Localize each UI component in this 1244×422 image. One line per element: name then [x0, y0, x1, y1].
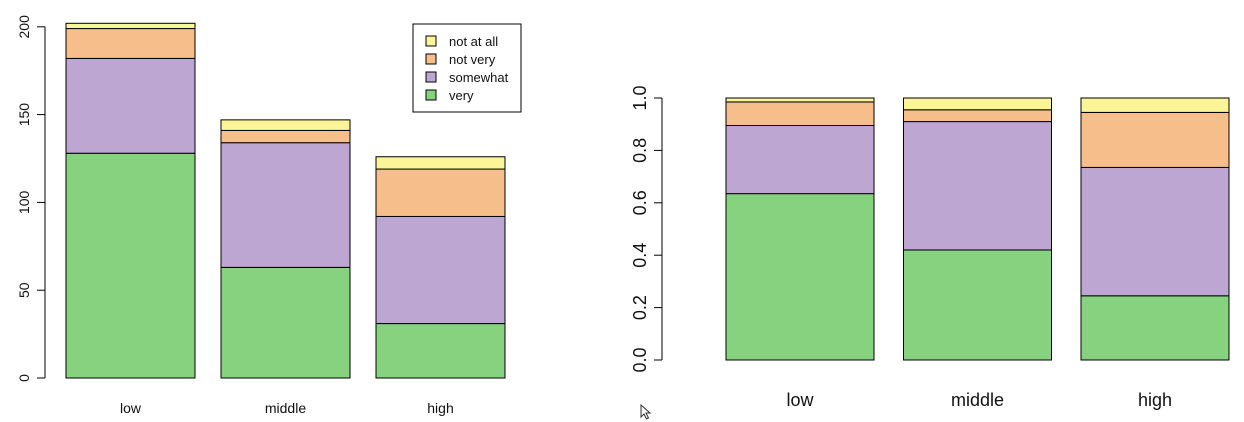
bar-segment-high-not-at-all	[1080, 97, 1230, 113]
legend-label: not very	[449, 52, 496, 67]
bar-segment-low-somewhat	[725, 125, 875, 195]
y-tick-label: 0.4	[630, 243, 650, 268]
bar-segment-middle-not-at-all	[903, 97, 1052, 111]
x-category-label: middle	[951, 390, 1004, 410]
bar-segment-low-very	[725, 193, 875, 361]
bar-segment-low-very	[65, 152, 196, 379]
y-tick-label: 0	[16, 374, 32, 382]
bar-segment-middle-somewhat	[220, 142, 351, 268]
stacked-bar-chart-proportions: 0.0 0.2 0.4 0.6 0.8 1.0 low middle high	[630, 85, 1230, 410]
bar-segment-middle-somewhat	[903, 121, 1052, 251]
y-tick-label: 50	[16, 282, 32, 298]
y-tick-label: 0.2	[630, 295, 650, 320]
bar-segment-middle-not-at-all	[220, 119, 351, 131]
y-tick-label: 1.0	[630, 85, 650, 110]
bar-segment-low-somewhat	[65, 57, 196, 154]
x-category-label: low	[786, 390, 814, 410]
y-tick-label: 100	[16, 191, 32, 215]
legend-label: somewhat	[449, 70, 509, 85]
bar-segment-middle-very	[220, 266, 351, 379]
mouse-pointer-icon	[640, 404, 652, 420]
x-category-label: high	[427, 400, 453, 416]
bar-segment-high-very	[375, 323, 506, 379]
x-category-label: middle	[265, 400, 306, 416]
y-tick-label: 0.6	[630, 190, 650, 215]
bar-segment-high-very	[1080, 295, 1230, 361]
bar-segment-high-not-at-all	[375, 156, 506, 170]
legend-label: not at all	[449, 34, 498, 49]
bar-segment-low-not-very	[725, 101, 875, 127]
y-tick-label: 0.8	[630, 138, 650, 163]
bar-segment-low-not-at-all	[65, 22, 196, 30]
legend-swatch	[425, 35, 437, 47]
bar-segment-high-not-very	[1080, 111, 1230, 168]
bar-segment-low-not-at-all	[725, 97, 875, 103]
bar-segment-high-not-very	[375, 168, 506, 217]
bar-segment-middle-not-very	[903, 109, 1052, 123]
x-category-label: low	[120, 400, 142, 416]
x-category-label: high	[1138, 390, 1172, 410]
legend-swatch	[425, 71, 437, 83]
bar-segment-low-not-very	[65, 28, 196, 59]
y-tick-label: 0.0	[630, 347, 650, 372]
bar-segment-middle-very	[903, 249, 1052, 361]
y-tick-label: 150	[16, 103, 32, 127]
legend-swatch	[425, 89, 437, 101]
y-tick-label: 200	[16, 15, 32, 39]
bar-segment-high-somewhat	[1080, 166, 1230, 297]
bar-segment-middle-not-very	[220, 129, 351, 144]
legend: not at all not very somewhat very	[412, 23, 522, 113]
legend-label: very	[449, 88, 474, 103]
bar-segment-high-somewhat	[375, 215, 506, 325]
stacked-bar-chart-counts: 0 50 100 150 200 low middle high	[16, 15, 506, 416]
legend-swatch	[425, 53, 437, 65]
